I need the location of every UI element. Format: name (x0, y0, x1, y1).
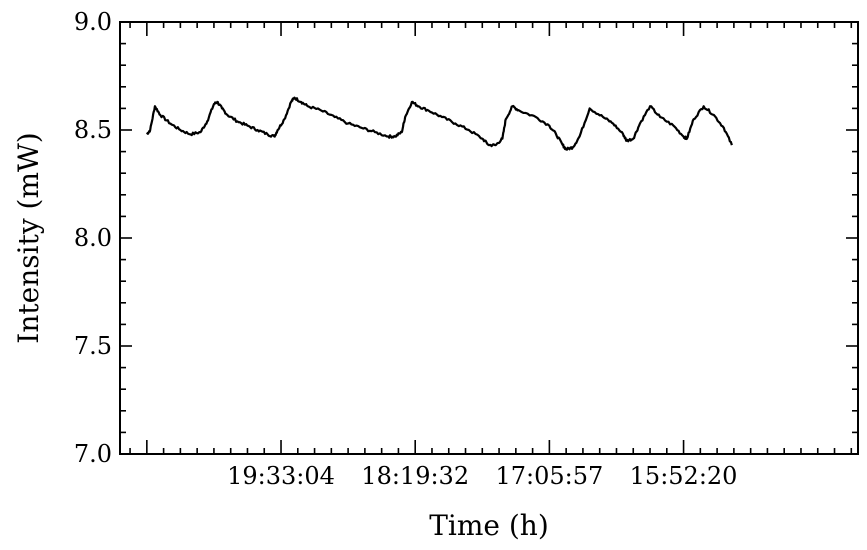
x-axis-label: Time (h) (429, 509, 549, 542)
intensity-series-line (145, 96, 733, 151)
plot-frame (119, 21, 859, 455)
y-tick-label: 7.5 (74, 332, 112, 360)
x-tick-label: 15:52:20 (630, 462, 738, 490)
x-tick-label: 19:33:04 (227, 462, 335, 490)
y-tick-label: 8.5 (74, 116, 112, 144)
x-tick-label: 17:05:57 (495, 462, 603, 490)
x-tick-label: 18:19:32 (361, 462, 469, 490)
ticks-group (120, 21, 858, 455)
y-tick-label: 7.0 (74, 440, 112, 468)
y-axis-label: Intensity (mW) (12, 132, 45, 343)
y-tick-label: 9.0 (74, 8, 112, 36)
tick-labels-group: 7.0 7.5 8.0 8.5 9.0 19:33:04 18:19:32 17:05:57 1… (74, 8, 738, 490)
y-tick-label: 8.0 (74, 224, 112, 252)
